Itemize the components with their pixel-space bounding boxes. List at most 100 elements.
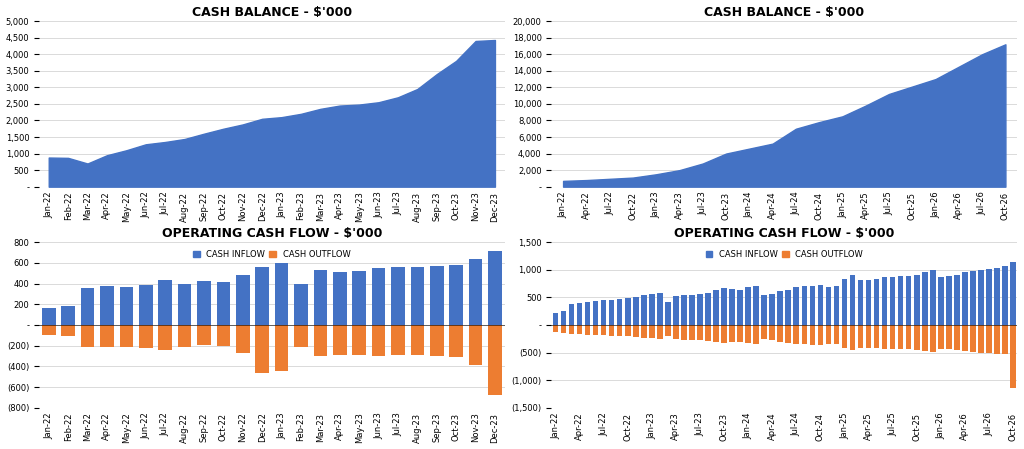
Bar	[963, 273, 968, 325]
Bar	[665, 302, 671, 325]
Bar	[274, 264, 289, 325]
Bar	[139, 285, 153, 325]
Bar	[978, 270, 984, 325]
Bar	[890, 277, 895, 325]
Bar	[61, 306, 75, 325]
Bar	[216, 325, 230, 346]
Bar	[737, 325, 742, 342]
Bar	[858, 280, 863, 325]
Bar	[890, 325, 895, 349]
Bar	[713, 325, 719, 342]
Bar	[834, 286, 840, 325]
Bar	[236, 275, 250, 325]
Bar	[665, 325, 671, 336]
Bar	[706, 325, 711, 341]
Bar	[450, 265, 463, 325]
Bar	[616, 325, 623, 336]
Bar	[850, 325, 855, 350]
Bar	[810, 286, 815, 325]
Bar	[216, 282, 230, 325]
Bar	[139, 325, 153, 348]
Bar	[970, 325, 976, 352]
Bar	[681, 295, 687, 325]
Bar	[810, 325, 815, 344]
Bar	[963, 325, 968, 351]
Bar	[898, 325, 903, 349]
Bar	[858, 325, 863, 348]
Bar	[641, 325, 646, 338]
Bar	[745, 325, 751, 343]
Bar	[785, 290, 792, 325]
Bar	[970, 271, 976, 325]
Bar	[913, 325, 920, 350]
Bar	[553, 325, 558, 331]
Title: CASH BALANCE - $'000: CASH BALANCE - $'000	[705, 5, 864, 18]
Bar	[1011, 325, 1016, 388]
Bar	[946, 276, 951, 325]
Bar	[898, 276, 903, 325]
Bar	[657, 293, 663, 325]
Bar	[255, 325, 269, 373]
Bar	[842, 325, 847, 348]
Bar	[236, 325, 250, 353]
Bar	[120, 325, 133, 347]
Bar	[313, 270, 327, 325]
Bar	[673, 296, 679, 325]
Title: CASH BALANCE - $'000: CASH BALANCE - $'000	[191, 5, 352, 18]
Bar	[794, 287, 799, 325]
Bar	[745, 287, 751, 325]
Bar	[697, 294, 702, 325]
Bar	[178, 284, 191, 325]
Bar	[159, 325, 172, 350]
Bar	[729, 325, 735, 342]
Bar	[593, 325, 598, 335]
Bar	[825, 325, 831, 343]
Bar	[649, 325, 654, 338]
Bar	[946, 325, 951, 349]
Bar	[294, 284, 308, 325]
Bar	[601, 300, 606, 325]
Bar	[777, 325, 783, 342]
Bar	[561, 325, 566, 333]
Bar	[994, 325, 999, 354]
Bar	[777, 291, 783, 325]
Bar	[561, 311, 566, 325]
Bar	[713, 290, 719, 325]
Bar	[120, 287, 133, 325]
Bar	[577, 303, 583, 325]
Bar	[159, 281, 172, 325]
Bar	[673, 325, 679, 339]
Bar	[198, 325, 211, 345]
Bar	[978, 325, 984, 352]
Bar	[873, 325, 880, 348]
Bar	[450, 325, 463, 357]
Bar	[391, 325, 404, 356]
Bar	[333, 272, 346, 325]
Bar	[754, 286, 759, 325]
Bar	[198, 282, 211, 325]
Bar	[882, 325, 888, 349]
Bar	[178, 325, 191, 347]
Bar	[294, 325, 308, 347]
Bar	[913, 275, 920, 325]
Bar	[568, 325, 574, 334]
Bar	[817, 325, 823, 345]
Bar	[585, 302, 591, 325]
Bar	[430, 325, 443, 356]
Bar	[372, 325, 385, 356]
Bar	[865, 280, 871, 325]
Bar	[633, 297, 639, 325]
Bar	[850, 275, 855, 325]
Legend: CASH INFLOW, CASH OUTFLOW: CASH INFLOW, CASH OUTFLOW	[702, 247, 866, 262]
Bar	[729, 289, 735, 325]
Bar	[255, 267, 269, 325]
Bar	[81, 325, 94, 347]
Bar	[42, 308, 55, 325]
Bar	[721, 325, 727, 343]
Bar	[391, 267, 404, 325]
Bar	[469, 259, 482, 325]
Bar	[922, 325, 928, 352]
Bar	[689, 295, 694, 325]
Bar	[352, 325, 366, 356]
Bar	[633, 325, 639, 337]
